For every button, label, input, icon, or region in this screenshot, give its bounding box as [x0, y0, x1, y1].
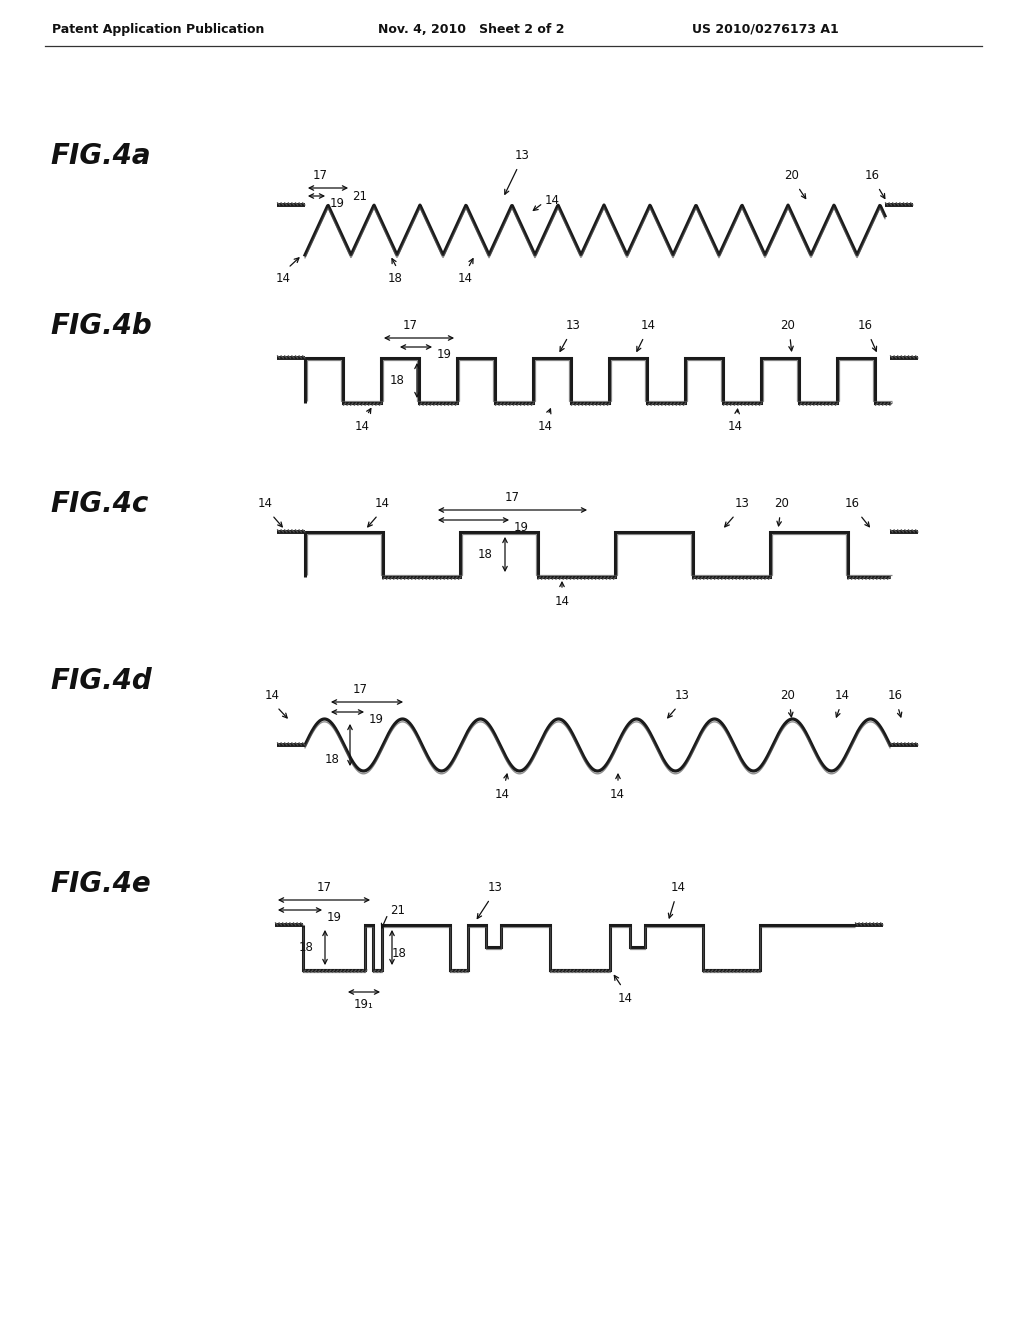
Text: 13: 13 [515, 149, 529, 162]
Text: 14: 14 [257, 498, 272, 510]
Text: FIG.4e: FIG.4e [50, 870, 151, 898]
Text: 19: 19 [437, 348, 452, 360]
Text: 18: 18 [392, 946, 407, 960]
Text: 17: 17 [316, 880, 332, 894]
Text: 14: 14 [375, 498, 389, 510]
Text: 19: 19 [327, 911, 342, 924]
Text: 17: 17 [402, 319, 418, 333]
Text: 14: 14 [354, 420, 370, 433]
Text: 20: 20 [774, 498, 790, 510]
Text: 20: 20 [780, 319, 796, 333]
Text: Patent Application Publication: Patent Application Publication [52, 22, 264, 36]
Text: 16: 16 [888, 689, 902, 702]
Text: US 2010/0276173 A1: US 2010/0276173 A1 [692, 22, 839, 36]
Text: 21: 21 [390, 904, 406, 917]
Text: FIG.4a: FIG.4a [50, 143, 151, 170]
Text: 14: 14 [545, 194, 560, 206]
Text: 16: 16 [845, 498, 859, 510]
Text: 20: 20 [780, 689, 796, 702]
Text: 19₁: 19₁ [354, 998, 374, 1011]
Text: 14: 14 [835, 689, 850, 702]
Text: FIG.4b: FIG.4b [50, 312, 152, 341]
Text: 14: 14 [275, 272, 291, 285]
Text: 14: 14 [671, 880, 685, 894]
Text: 14: 14 [495, 788, 510, 801]
Text: 17: 17 [313, 169, 328, 182]
Text: 13: 13 [734, 498, 750, 510]
Text: 19: 19 [330, 197, 345, 210]
Text: 14: 14 [555, 595, 569, 609]
Text: 13: 13 [565, 319, 581, 333]
Text: 14: 14 [538, 420, 553, 433]
Text: 14: 14 [609, 788, 625, 801]
Text: 18: 18 [390, 374, 406, 387]
Text: 14: 14 [458, 272, 472, 285]
Text: 14: 14 [617, 993, 633, 1005]
Text: 17: 17 [505, 491, 519, 504]
Text: 13: 13 [487, 880, 503, 894]
Text: 14: 14 [264, 689, 280, 702]
Text: Nov. 4, 2010   Sheet 2 of 2: Nov. 4, 2010 Sheet 2 of 2 [378, 22, 564, 36]
Text: 13: 13 [675, 689, 689, 702]
Text: 18: 18 [326, 752, 340, 766]
Text: 19: 19 [369, 713, 384, 726]
Text: 17: 17 [352, 682, 368, 696]
Text: FIG.4d: FIG.4d [50, 667, 152, 696]
Text: 18: 18 [299, 941, 314, 954]
Text: FIG.4c: FIG.4c [50, 490, 148, 517]
Text: 16: 16 [857, 319, 872, 333]
Text: 16: 16 [864, 169, 880, 182]
Text: 21: 21 [352, 190, 367, 203]
Text: 20: 20 [784, 169, 800, 182]
Text: 14: 14 [640, 319, 655, 333]
Text: 19: 19 [514, 521, 529, 535]
Text: 18: 18 [387, 272, 402, 285]
Text: 14: 14 [727, 420, 742, 433]
Text: 18: 18 [478, 548, 493, 561]
